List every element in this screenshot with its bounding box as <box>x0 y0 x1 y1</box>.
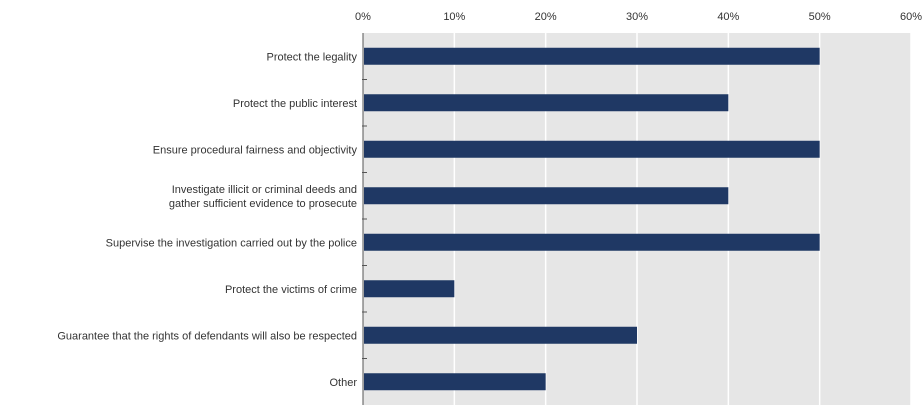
category-label: Investigate illicit or criminal deeds an… <box>172 184 357 196</box>
category-label: gather sufficient evidence to prosecute <box>169 198 357 210</box>
bar <box>364 326 637 344</box>
bar <box>364 47 820 65</box>
bar <box>364 187 729 205</box>
x-tick-label: 60% <box>900 11 922 23</box>
category-label: Ensure procedural fairness and objectivi… <box>153 144 358 156</box>
bar <box>364 373 546 391</box>
bar <box>364 140 820 158</box>
x-tick-label: 10% <box>443 11 465 23</box>
x-tick-label: 30% <box>626 11 648 23</box>
x-tick-label: 50% <box>809 11 831 23</box>
bar <box>364 233 820 251</box>
x-tick-label: 20% <box>535 11 557 23</box>
category-label: Protect the public interest <box>233 98 357 110</box>
bar <box>364 280 455 298</box>
category-label: Guarantee that the rights of defendants … <box>57 330 357 342</box>
category-label: Protect the victims of crime <box>225 284 357 296</box>
category-label: Supervise the investigation carried out … <box>106 237 357 249</box>
x-tick-label: 0% <box>355 11 371 23</box>
bar <box>364 94 729 112</box>
category-label: Protect the legality <box>267 51 358 63</box>
x-tick-label: 40% <box>717 11 739 23</box>
category-label: Other <box>329 377 357 389</box>
